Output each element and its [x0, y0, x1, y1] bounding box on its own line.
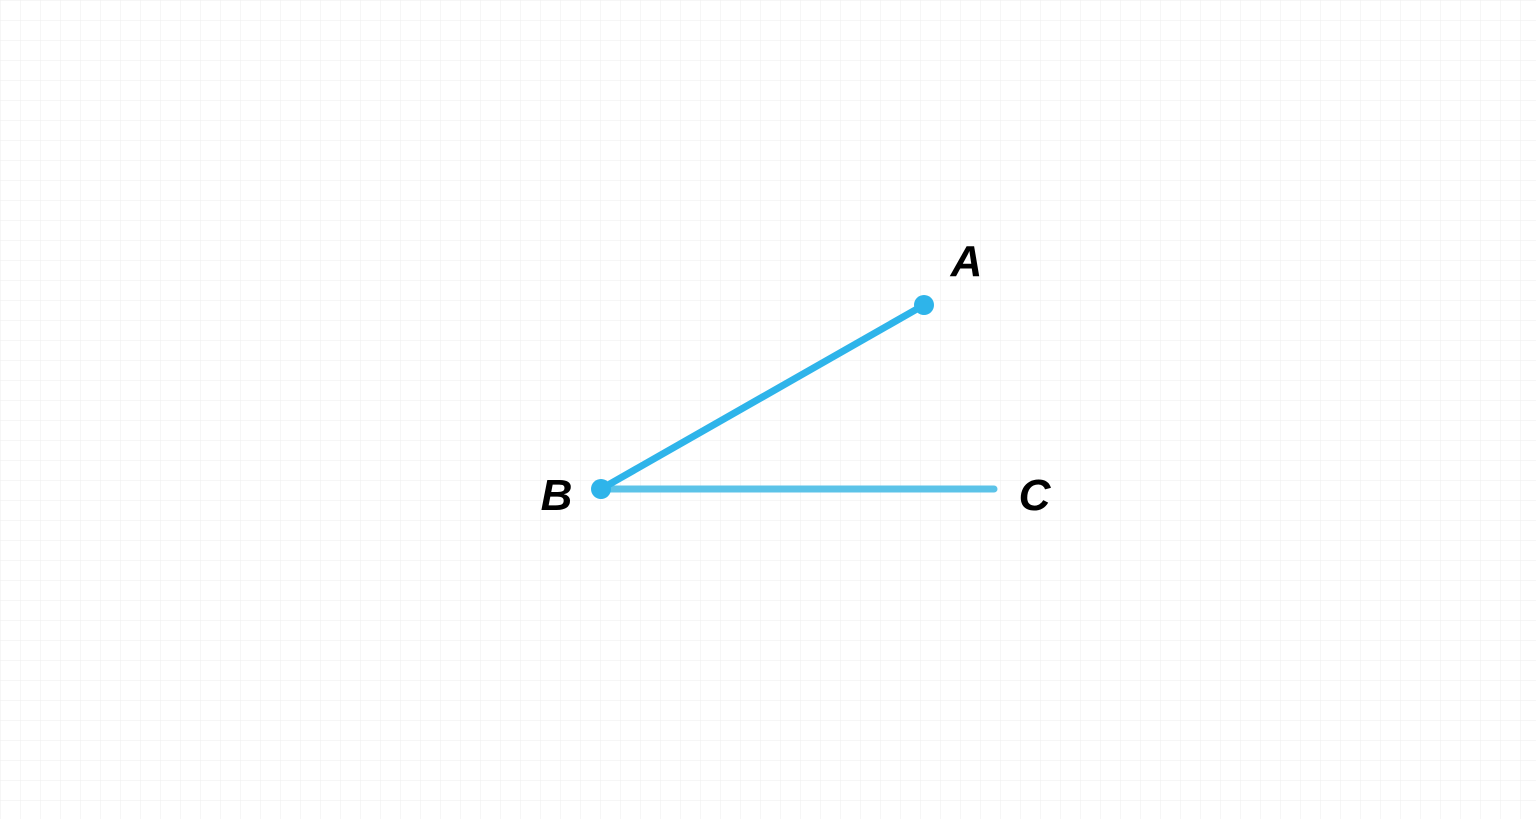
angle-diagram: [0, 0, 1536, 819]
point-b-dot: [591, 479, 611, 499]
point-a-dot: [914, 295, 934, 315]
geometry-canvas: A B C: [0, 0, 1536, 819]
label-c: C: [1019, 471, 1050, 521]
segment-ba: [601, 305, 924, 489]
label-b: B: [541, 471, 572, 521]
label-a: A: [951, 237, 982, 287]
